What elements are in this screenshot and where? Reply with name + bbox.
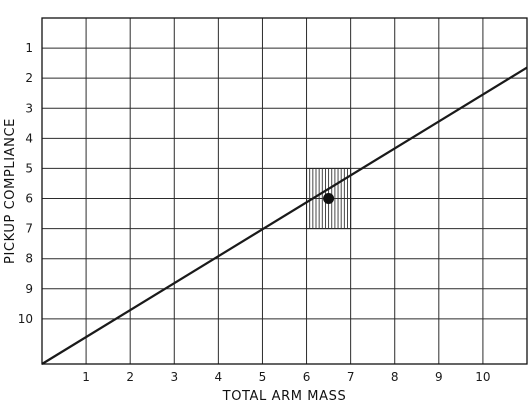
y-axis-label: PICKUP COMPLIANCE [3, 118, 18, 264]
x-tick-label: 5 [259, 370, 267, 384]
x-tick-labels: 1 2 3 4 5 6 7 8 9 10 [82, 370, 490, 384]
plot-frame [41, 17, 528, 365]
x-tick-label: 6 [303, 370, 311, 384]
y-tick-label: 1 [25, 41, 33, 55]
series-layer [41, 66, 528, 365]
x-tick-label: 2 [126, 370, 134, 384]
x-tick-label: 3 [170, 370, 178, 384]
y-tick-label: 10 [18, 312, 33, 326]
y-tick-label: 7 [25, 222, 33, 236]
y-tick-label: 5 [25, 161, 33, 175]
x-tick-label: 9 [435, 370, 443, 384]
x-tick-label: 8 [391, 370, 399, 384]
series-line [41, 66, 528, 365]
y-tick-label: 8 [25, 252, 33, 266]
y-tick-label: 6 [25, 192, 33, 206]
x-tick-label: 7 [347, 370, 355, 384]
y-tick-label: 2 [25, 71, 33, 85]
y-tick-label: 4 [25, 131, 33, 145]
x-tick-label: 1 [82, 370, 90, 384]
x-axis-label: TOTAL ARM MASS [222, 389, 347, 404]
y-tick-label: 3 [25, 101, 33, 115]
marker-point [323, 193, 335, 205]
x-tick-label: 10 [475, 370, 490, 384]
x-tick-label: 4 [215, 370, 223, 384]
grid [42, 18, 527, 364]
y-tick-labels: 1 2 3 4 5 6 7 8 9 10 [18, 41, 33, 326]
marker-layer [323, 193, 335, 205]
y-tick-label: 9 [25, 282, 33, 296]
